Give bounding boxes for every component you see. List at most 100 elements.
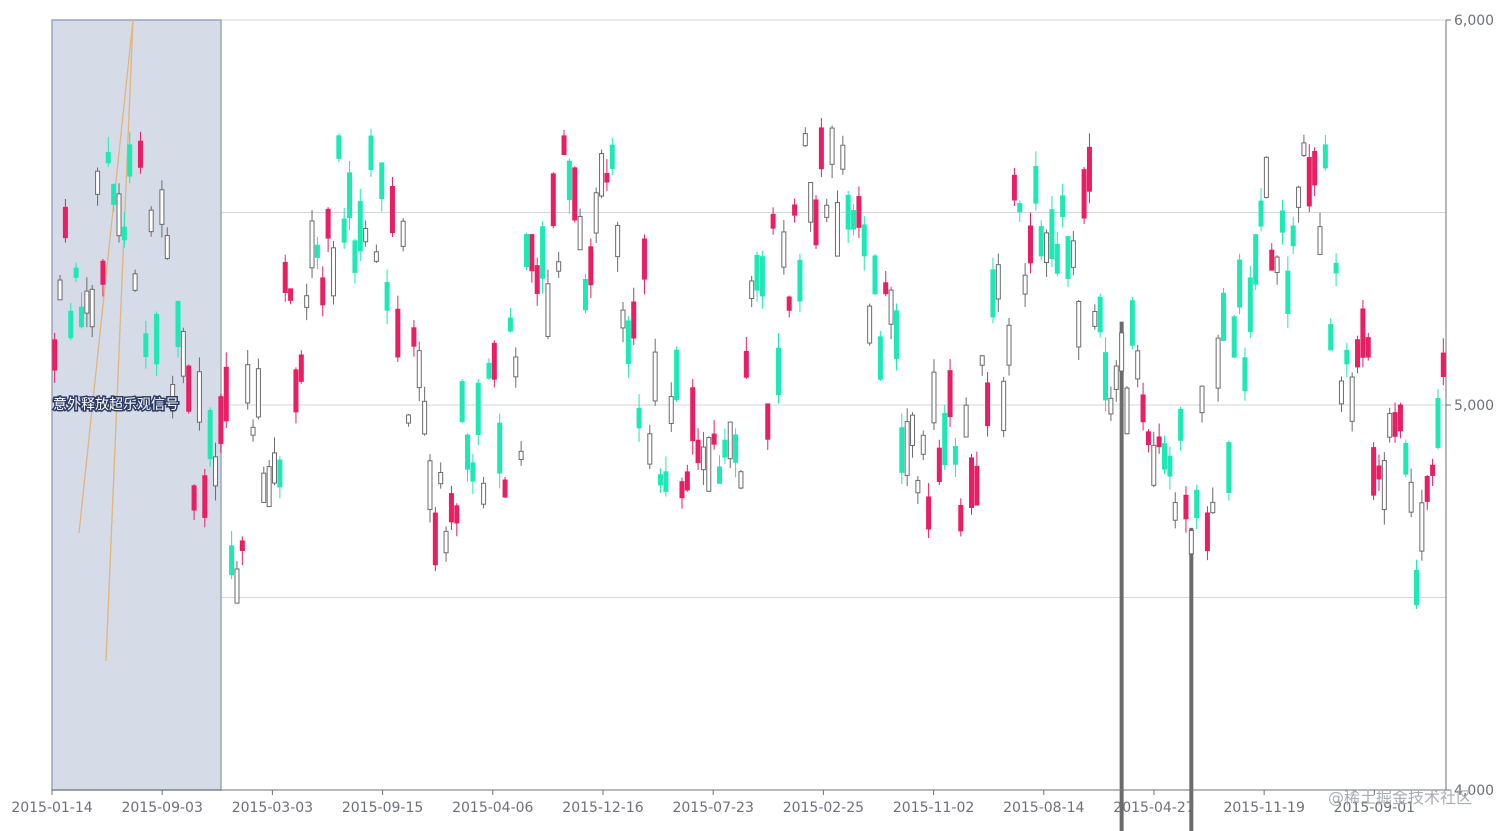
- candle: [1183, 486, 1189, 533]
- candle-body: [1440, 352, 1446, 377]
- candle: [829, 125, 835, 179]
- candle: [974, 451, 980, 506]
- candle-body: [647, 433, 653, 465]
- candle: [1135, 345, 1141, 388]
- candle-body: [765, 403, 771, 440]
- candle: [105, 137, 111, 167]
- x-tick-label: 2015-09-01: [1334, 800, 1415, 816]
- candle-body: [1237, 259, 1243, 308]
- candle-body: [1017, 203, 1023, 213]
- candle-body: [1103, 352, 1109, 401]
- candle-body: [52, 339, 58, 371]
- candle-body: [357, 201, 363, 252]
- candle-body: [1387, 412, 1393, 438]
- candle: [652, 338, 658, 407]
- candle: [556, 251, 562, 278]
- candle-body: [674, 349, 680, 401]
- candle-body: [1306, 157, 1312, 207]
- candle-body: [1226, 442, 1232, 493]
- candle-body: [379, 162, 385, 200]
- candle-body: [497, 422, 503, 474]
- candle: [663, 456, 669, 497]
- candle: [749, 275, 755, 308]
- annotation-label: 意外释放超乐观信号: [53, 396, 179, 413]
- candle: [534, 257, 540, 306]
- x-tick-label: 2015-04-06: [452, 800, 533, 816]
- candle: [615, 221, 621, 272]
- candle-body: [684, 471, 690, 491]
- trend-line: [105, 19, 134, 662]
- candles: [52, 118, 1446, 831]
- candle-body: [121, 226, 127, 241]
- candle-body: [202, 475, 208, 518]
- y-tick-label: 4,000: [1454, 783, 1494, 799]
- candle: [1054, 232, 1060, 277]
- candle: [690, 378, 696, 455]
- candle: [572, 166, 578, 223]
- candle: [867, 303, 873, 346]
- candle-body: [577, 215, 583, 251]
- candle-body: [1247, 277, 1253, 332]
- candle-body: [1167, 455, 1173, 477]
- candle-body: [89, 288, 95, 328]
- candle: [443, 526, 449, 562]
- candle: [1301, 134, 1307, 158]
- candle: [931, 359, 937, 431]
- candle-body: [947, 370, 953, 418]
- candle-body: [883, 282, 889, 295]
- candle: [717, 455, 723, 484]
- candle-body: [111, 183, 117, 205]
- candle: [1178, 406, 1184, 451]
- candle: [207, 407, 213, 467]
- candle-body: [845, 194, 851, 230]
- candle-body: [829, 127, 835, 165]
- candle-body: [877, 336, 883, 380]
- candle-body: [395, 308, 401, 358]
- candle: [1279, 199, 1285, 245]
- candle: [1242, 347, 1248, 401]
- candle-body: [1060, 195, 1066, 217]
- candle: [406, 413, 412, 427]
- candle: [186, 364, 192, 414]
- candle: [942, 404, 948, 470]
- candle-body: [775, 347, 781, 396]
- candle-body: [636, 407, 642, 429]
- candle-body: [373, 251, 379, 262]
- candle-body: [239, 540, 245, 552]
- candle-body: [406, 414, 412, 424]
- candle-body: [679, 481, 685, 499]
- candle: [229, 531, 235, 580]
- candle-body: [1360, 308, 1366, 358]
- candle-body: [1231, 316, 1237, 358]
- candle: [582, 274, 588, 314]
- candle: [1188, 527, 1194, 831]
- candle: [427, 454, 433, 523]
- candle: [1113, 360, 1119, 402]
- candle: [969, 453, 975, 515]
- candle-body: [910, 414, 916, 447]
- candle: [363, 220, 369, 247]
- candle: [979, 354, 985, 376]
- candle-body: [475, 382, 481, 436]
- candle-body: [861, 224, 867, 257]
- candle: [1194, 484, 1200, 530]
- candle-body: [1006, 324, 1012, 366]
- candle-body: [888, 289, 894, 325]
- candle: [566, 158, 572, 214]
- candle: [888, 286, 894, 340]
- candle: [223, 352, 229, 429]
- candle-body: [84, 290, 90, 314]
- candle: [1430, 458, 1436, 486]
- candle: [159, 180, 165, 238]
- candle-body: [218, 396, 224, 444]
- candle-body: [1199, 385, 1205, 414]
- candle-body: [196, 371, 202, 423]
- candle: [679, 477, 685, 509]
- candle: [1237, 253, 1243, 315]
- candle: [759, 250, 765, 309]
- selection-region[interactable]: [51, 19, 222, 791]
- candle-body: [1403, 442, 1409, 475]
- candle-body: [234, 568, 240, 604]
- candle: [851, 204, 857, 236]
- candle: [239, 536, 245, 566]
